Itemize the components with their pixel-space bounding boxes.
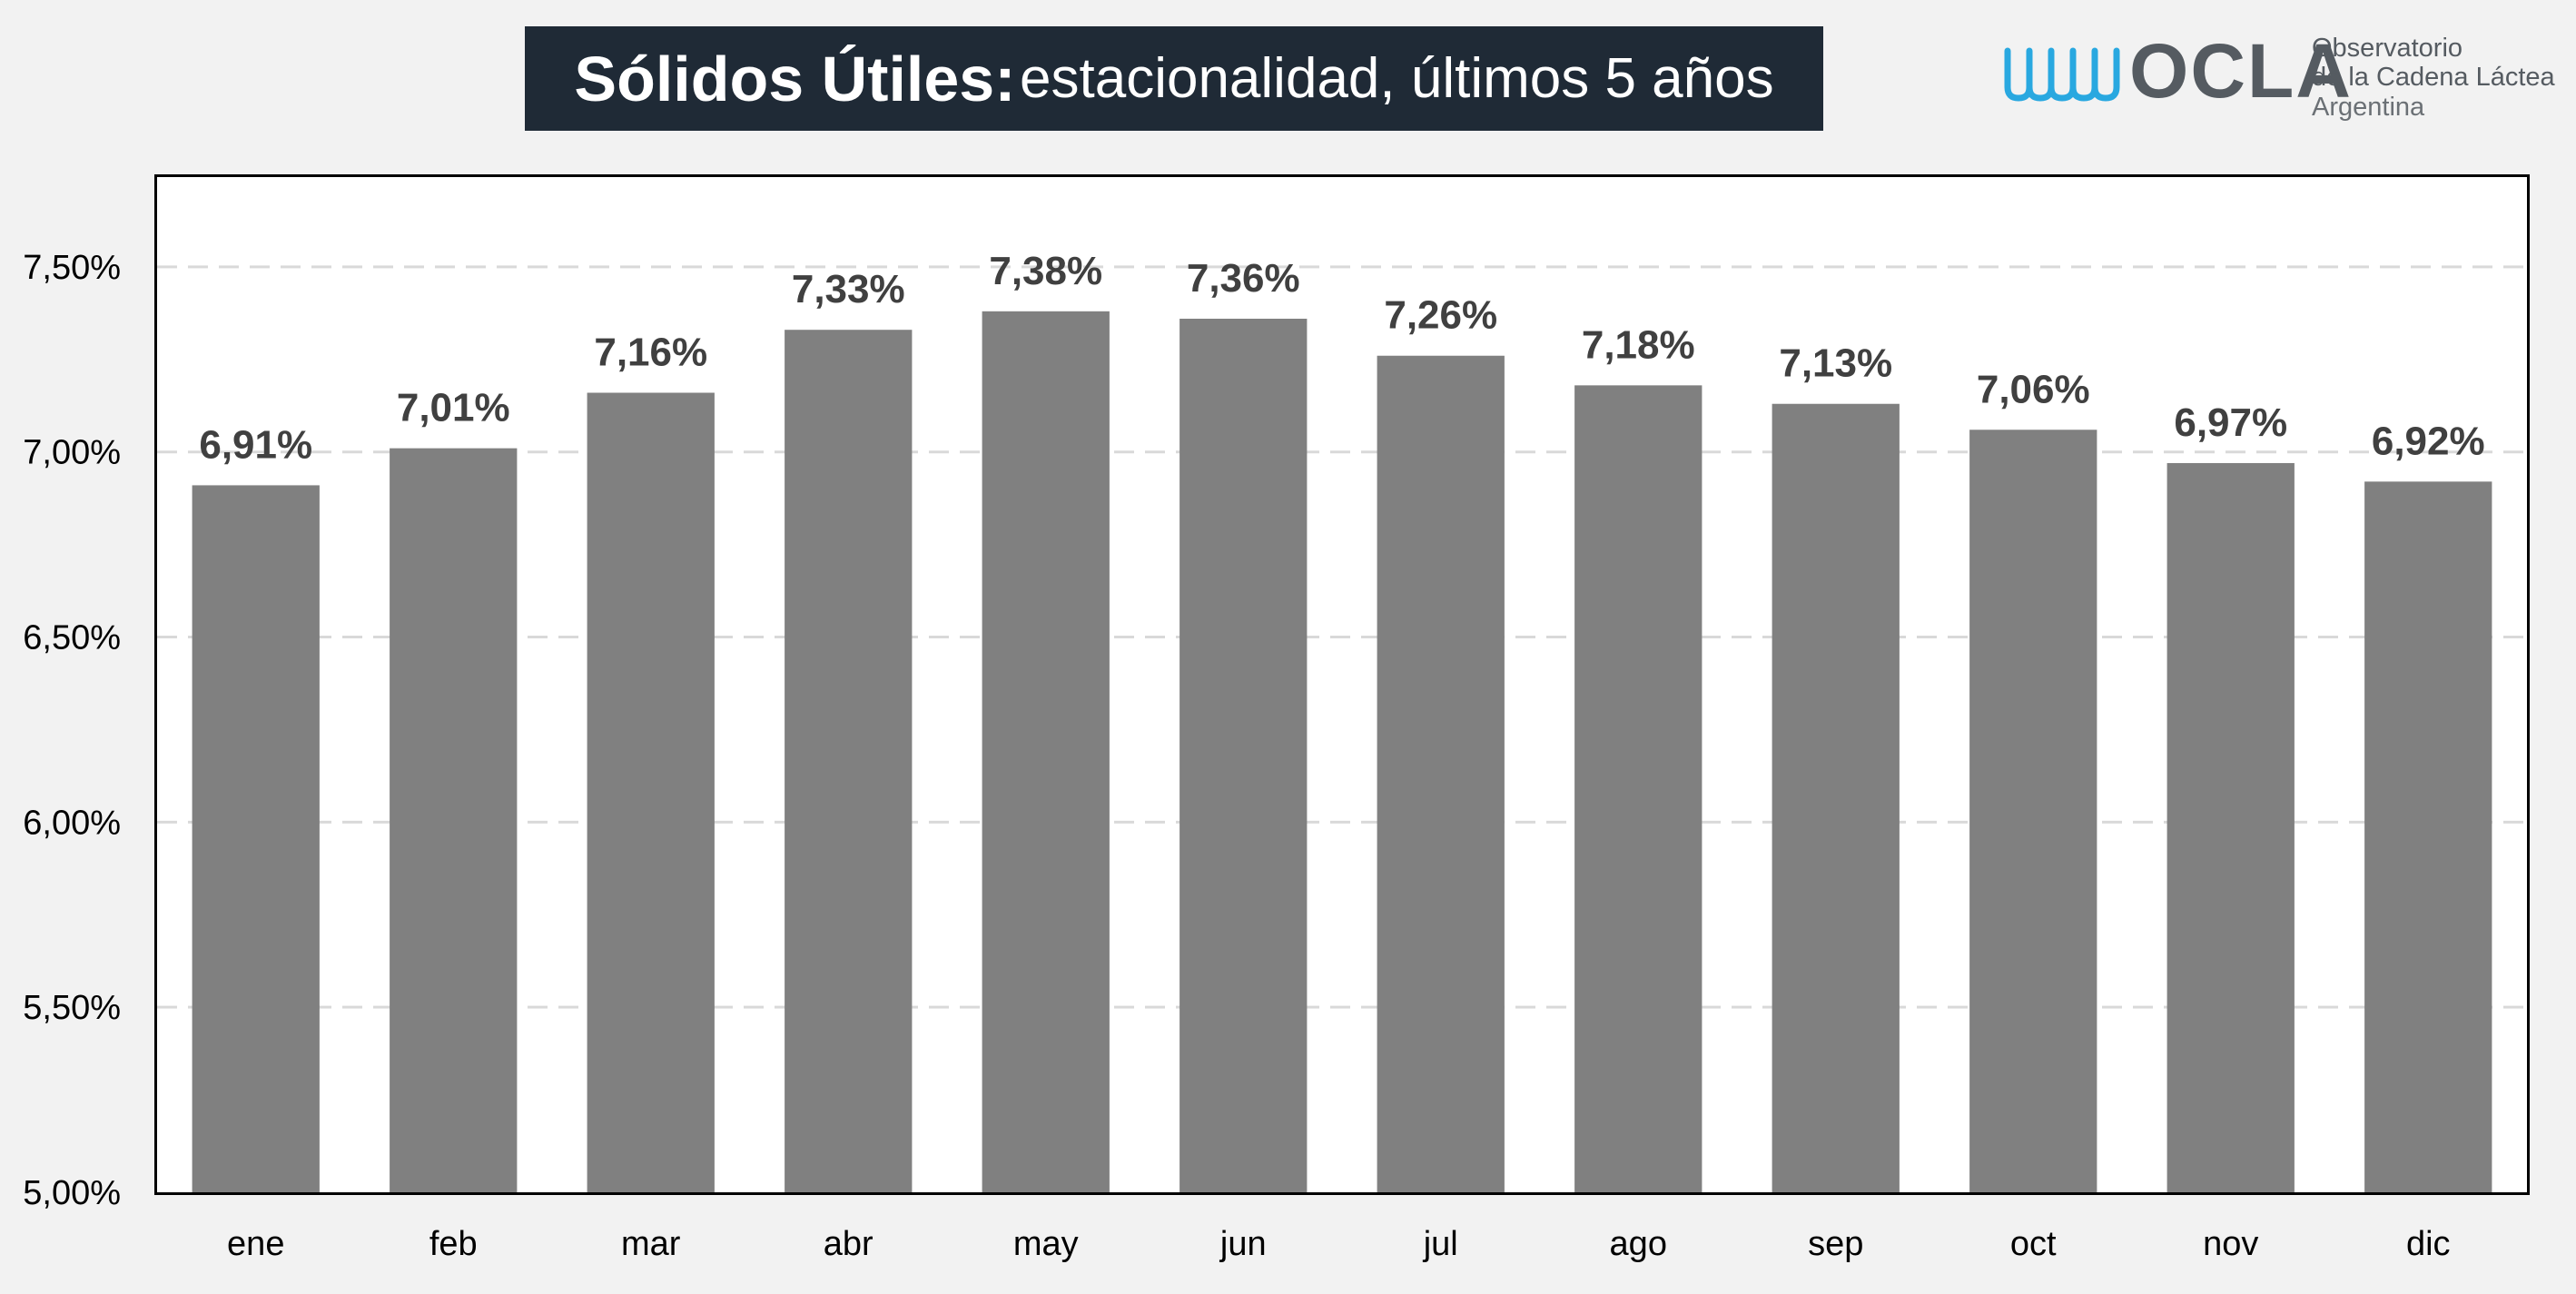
x-tick-label: jul [1423, 1225, 1458, 1263]
x-tick-label: dic [2406, 1225, 2451, 1263]
data-label: 7,36% [1187, 256, 1300, 301]
y-tick-label: 7,00% [23, 434, 121, 472]
y-tick-label: 6,50% [23, 619, 121, 657]
chart-title: Sólidos Útiles: estacionalidad, últimos … [525, 26, 1823, 131]
x-tick-label: sep [1808, 1225, 1863, 1263]
title-rest: estacionalidad, últimos 5 años [1020, 47, 1774, 110]
y-tick-label: 6,00% [23, 804, 121, 842]
bar-jun [1179, 318, 1308, 1193]
logo-name: OCLA [2129, 28, 2353, 114]
data-label: 7,26% [1384, 293, 1497, 338]
x-tick-label: jun [1219, 1225, 1267, 1263]
x-tick-label: mar [621, 1225, 681, 1263]
bar-mar [587, 392, 715, 1192]
y-tick-label: 5,50% [23, 989, 121, 1027]
data-label: 7,13% [1779, 341, 1892, 386]
data-label: 7,38% [989, 249, 1102, 293]
data-label: 7,06% [1977, 367, 2090, 411]
data-label: 6,91% [199, 422, 312, 467]
bar-ago [1574, 385, 1703, 1192]
bar-ene [192, 485, 320, 1192]
bars [192, 311, 2492, 1193]
logo-line-2: de la Cadena Láctea [2312, 63, 2555, 92]
bar-abr [785, 330, 913, 1192]
data-label: 7,01% [397, 386, 510, 430]
y-tick-label: 7,50% [23, 249, 121, 287]
bar-may [982, 311, 1110, 1192]
bar-dic [2364, 481, 2492, 1192]
bar-nov [2166, 462, 2295, 1192]
logo-line-3: Argentina [2312, 93, 2425, 122]
y-axis-labels: 5,00% 5,50% 6,00% 6,50% 7,00% 7,50% [23, 249, 121, 1212]
ocla-logo: OCLA Observatorio de la Cadena Láctea Ar… [2002, 25, 2565, 130]
x-tick-label: abr [824, 1225, 873, 1263]
data-labels: 6,91% 7,01% 7,16% 7,33% 7,38% 7,36% 7,26% 7,18%… [199, 249, 2484, 468]
plot-area [154, 174, 2530, 1195]
data-label: 6,97% [2174, 400, 2287, 445]
x-tick-label: feb [429, 1225, 478, 1263]
wave-logo-icon [2004, 47, 2120, 102]
title-bold: Sólidos Útiles: [574, 43, 1016, 114]
x-axis-labels: ene feb mar abr may jun jul ago sep oct nov dic [227, 1225, 2450, 1263]
logo-line-1: Observatorio [2312, 34, 2463, 63]
x-tick-label: nov [2203, 1225, 2258, 1263]
data-label: 6,92% [2372, 419, 2485, 463]
x-tick-label: ene [227, 1225, 284, 1263]
x-tick-label: may [1013, 1225, 1079, 1263]
bar-jul [1377, 355, 1505, 1192]
bar-feb [390, 448, 518, 1193]
x-tick-label: oct [2010, 1225, 2057, 1263]
y-tick-label: 5,00% [23, 1174, 121, 1212]
bar-oct [1969, 430, 2097, 1192]
data-label: 7,18% [1582, 322, 1695, 367]
data-label: 7,16% [594, 331, 707, 375]
bar-sep [1772, 403, 1900, 1192]
data-label: 7,33% [792, 267, 905, 311]
gridlines [157, 265, 2527, 1009]
x-tick-label: ago [1610, 1225, 1667, 1263]
